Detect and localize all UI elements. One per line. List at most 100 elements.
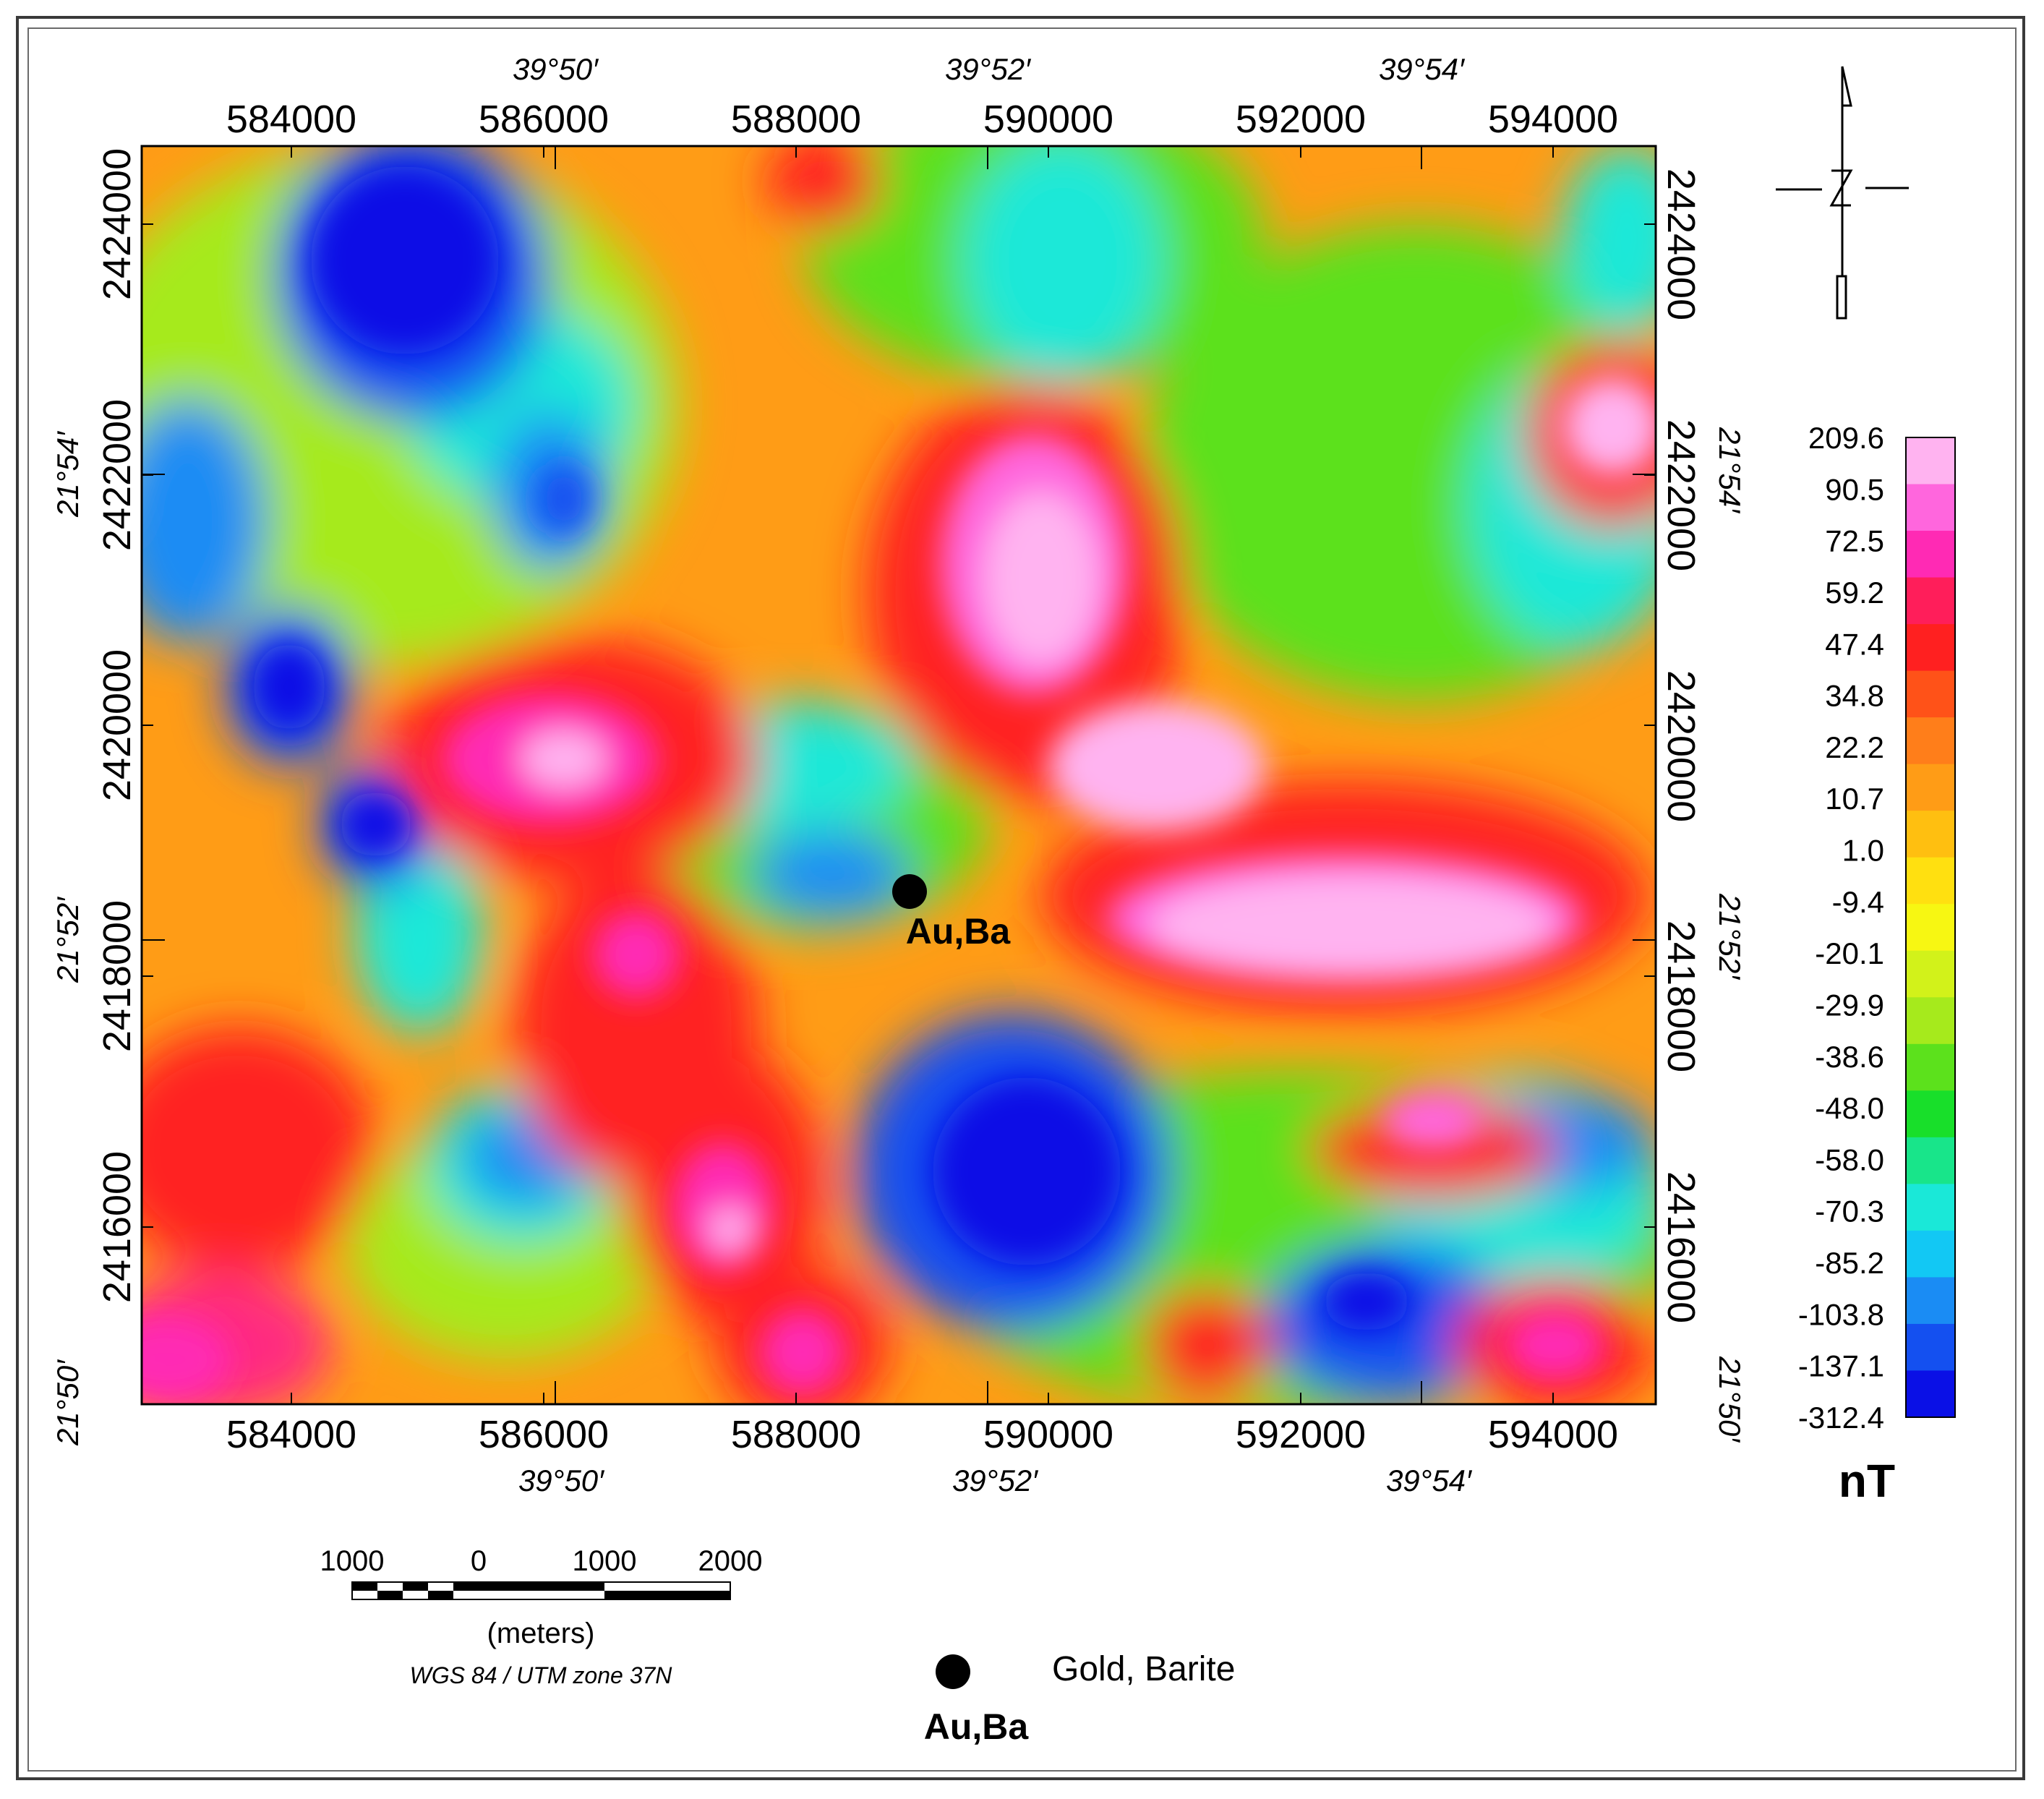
color-scale-swatch — [1906, 531, 1955, 578]
northing-label: 2418000 — [1659, 920, 1703, 1072]
color-scale-value: -70.3 — [1815, 1195, 1884, 1228]
key-symbol-label: Au,Ba — [924, 1706, 1030, 1747]
color-scale-swatch — [1906, 1230, 1955, 1278]
northing-label: 2424000 — [95, 148, 139, 300]
symbol-key: Au,Ba Gold, Barite — [924, 1650, 1236, 1747]
key-description: Gold, Barite — [1052, 1650, 1235, 1688]
color-scale-value: -137.1 — [1798, 1349, 1884, 1383]
inner-frame — [27, 27, 2017, 1772]
color-scale-swatch — [1906, 764, 1955, 811]
color-scale-value: 47.4 — [1825, 627, 1884, 661]
occurrence-marker: Au,Ba — [892, 874, 1011, 952]
longitude-label: 39°50′ — [513, 52, 599, 86]
outer-frame — [16, 16, 2025, 1780]
color-scale-swatch — [1906, 997, 1955, 1045]
color-scale-swatch — [1906, 1370, 1955, 1418]
magnetic-anomaly-map — [142, 146, 1656, 1404]
scale-bar: 1000 0 1000 2000 (meters) WGS 84 / UTM z… — [320, 1545, 763, 1688]
color-scale-swatch — [1906, 1184, 1955, 1231]
color-scale-swatch — [1906, 437, 1955, 485]
longitude-label: 39°54′ — [1386, 1463, 1473, 1497]
color-scale-value: -38.6 — [1815, 1040, 1884, 1074]
color-scale-swatch — [1906, 717, 1955, 765]
latitude-label: 21°52′ — [51, 896, 85, 983]
gold-barite-key-symbol — [936, 1654, 970, 1689]
northing-label: 2416000 — [1659, 1171, 1703, 1323]
scale-label: 1000 — [573, 1545, 637, 1577]
northing-label: 2416000 — [95, 1151, 139, 1303]
top-longitude-axis: 39°50′ 39°52′ 39°54′ — [513, 52, 1466, 86]
color-scale-value: 209.6 — [1808, 421, 1884, 455]
easting-label: 586000 — [479, 98, 609, 141]
color-scale-swatch — [1906, 811, 1955, 858]
latitude-label: 21°52′ — [1713, 893, 1747, 980]
easting-label: 584000 — [226, 1413, 356, 1456]
longitude-label: 39°52′ — [945, 52, 1032, 86]
color-scale-swatch — [1906, 1043, 1955, 1091]
longitude-label: 39°54′ — [1379, 52, 1466, 86]
northing-label: 2422000 — [1659, 419, 1703, 571]
color-scale-value: -48.0 — [1815, 1091, 1884, 1125]
color-scale-swatch — [1906, 670, 1955, 718]
gold-barite-symbol — [892, 874, 927, 909]
color-scale-value: 59.2 — [1825, 576, 1884, 610]
color-scale-labels: 209.6 90.5 72.5 59.2 47.4 34.8 22.2 10.7 1.0 -9.4… — [1798, 421, 1884, 1435]
color-scale-value: -9.4 — [1832, 885, 1884, 919]
northing-label: 2424000 — [1659, 168, 1703, 320]
longitude-label: 39°50′ — [518, 1463, 605, 1497]
latitude-label: 21°54′ — [51, 430, 85, 518]
top-easting-axis: 584000 586000 588000 590000 592000 59400… — [226, 98, 1618, 141]
easting-label: 590000 — [983, 98, 1113, 141]
color-scale-value: -29.9 — [1815, 988, 1884, 1022]
northing-label: 2418000 — [95, 900, 139, 1052]
scale-label: 0 — [471, 1545, 487, 1577]
color-scale-swatch — [1906, 904, 1955, 952]
color-scale-swatch — [1906, 857, 1955, 905]
bottom-easting-axis: 584000 586000 588000 590000 592000 59400… — [226, 1413, 1618, 1456]
easting-label: 594000 — [1488, 98, 1618, 141]
easting-label: 588000 — [731, 1413, 861, 1456]
color-scale-value: 72.5 — [1825, 524, 1884, 558]
north-arrow-icon — [1776, 66, 1909, 320]
right-northing-axis: 2424000 2422000 2420000 2418000 2416000 — [1659, 168, 1703, 1323]
easting-label: 584000 — [226, 98, 356, 141]
color-scale-swatch — [1906, 1090, 1955, 1138]
color-scale-outline — [1905, 437, 1956, 1418]
northing-label: 2420000 — [1659, 670, 1703, 822]
easting-label: 588000 — [731, 98, 861, 141]
color-scale-bar — [1905, 437, 1956, 1418]
easting-label: 594000 — [1488, 1413, 1618, 1456]
easting-label: 592000 — [1236, 1413, 1366, 1456]
color-scale-value: -85.2 — [1815, 1246, 1884, 1280]
latitude-label: 21°54′ — [1713, 427, 1747, 514]
unit-label: nT — [1839, 1455, 1895, 1507]
color-scale-swatch — [1906, 1323, 1955, 1371]
left-northing-axis: 2424000 2422000 2420000 2418000 2416000 — [95, 148, 139, 1303]
color-scale-swatch — [1906, 1277, 1955, 1325]
color-scale-swatch — [1906, 624, 1955, 672]
easting-label: 590000 — [983, 1413, 1113, 1456]
northing-label: 2420000 — [95, 649, 139, 801]
right-latitude-axis: 21°54′ 21°52′ 21°50′ — [1713, 427, 1747, 1443]
grid-ticks — [142, 146, 1656, 1404]
easting-label: 586000 — [479, 1413, 609, 1456]
scale-unit: (meters) — [487, 1618, 595, 1649]
color-scale-swatch — [1906, 577, 1955, 625]
northing-label: 2422000 — [95, 399, 139, 551]
latitude-label: 21°50′ — [1713, 1356, 1747, 1443]
longitude-label: 39°52′ — [952, 1463, 1039, 1497]
left-latitude-axis: 21°54′ 21°52′ 21°50′ — [51, 430, 85, 1446]
color-scale-value: 10.7 — [1825, 782, 1884, 816]
color-scale-swatch — [1906, 484, 1955, 531]
color-scale-value: 22.2 — [1825, 730, 1884, 764]
color-scale-swatch — [1906, 950, 1955, 998]
color-scale-value: 90.5 — [1825, 472, 1884, 506]
easting-label: 592000 — [1236, 98, 1366, 141]
map-border — [140, 145, 1657, 1406]
color-scale-value: 1.0 — [1842, 834, 1884, 868]
projection-label: WGS 84 / UTM zone 37N — [410, 1662, 673, 1688]
color-scale-value: 34.8 — [1825, 679, 1884, 713]
bottom-longitude-axis: 39°50′ 39°52′ 39°54′ — [518, 1463, 1473, 1497]
color-scale-value: -20.1 — [1815, 936, 1884, 970]
